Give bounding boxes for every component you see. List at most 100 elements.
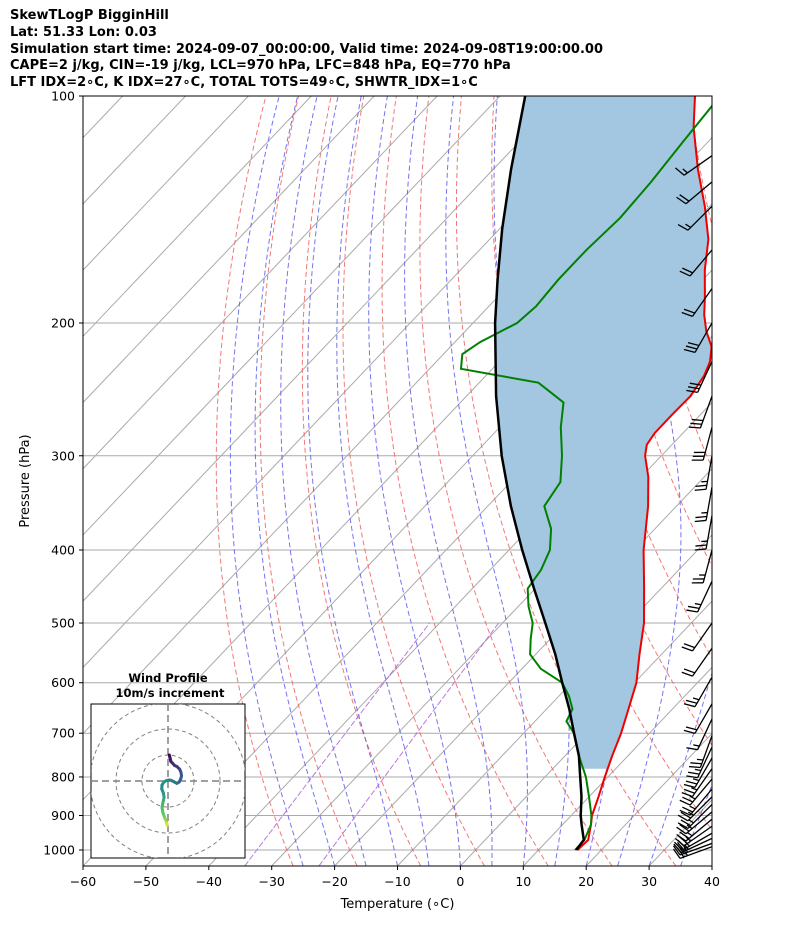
wind-barb (679, 788, 712, 816)
dry-adiabat (342, 96, 485, 866)
cape-fill (495, 96, 712, 769)
moist-adiabat (648, 671, 712, 866)
wind-barbs (672, 155, 712, 859)
wind-barb (676, 181, 712, 205)
y-tick-label: 300 (51, 448, 75, 463)
mixing-ratio-lines (244, 622, 500, 866)
wind-barb (691, 427, 712, 461)
y-tick-label: 500 (51, 616, 75, 631)
wind-barb (681, 622, 712, 652)
moist-adiabat (336, 96, 430, 866)
wind-barb (694, 455, 712, 491)
dry-adiabat (591, 96, 712, 568)
x-tick-label: −10 (384, 874, 410, 889)
y-tick-label: 400 (51, 542, 75, 557)
dry-adiabat (689, 96, 712, 228)
dry-adiabat (787, 96, 794, 866)
wind-barb (683, 757, 712, 789)
isotherm-line (522, 666, 712, 866)
dry-adiabat (722, 96, 794, 866)
moist-adiabat (254, 96, 336, 866)
x-tick-label: −30 (259, 874, 285, 889)
isotherm-line (585, 732, 712, 866)
y-tick-label: 1000 (43, 843, 75, 858)
dry-adiabat (215, 96, 294, 866)
isotherm-line (83, 96, 249, 271)
wind-barb (694, 486, 712, 523)
wind-barb (677, 205, 712, 231)
title-line-2: Lat: 51.33 Lon: 0.03 (10, 24, 157, 40)
dry-adiabat (381, 96, 549, 866)
wind-barb (676, 818, 712, 842)
temperature-line (576, 96, 712, 851)
wind-barb (677, 803, 712, 830)
mixing-ratio-line (318, 622, 500, 866)
profile-lines (459, 96, 712, 851)
x-axis-label: Temperature (∘C) (340, 897, 455, 912)
wind-barb (686, 580, 712, 613)
x-tick-label: 20 (578, 874, 594, 889)
moist-adiabat (229, 96, 304, 866)
isotherm-line (83, 96, 501, 536)
moist-adiabat (307, 96, 398, 866)
y-tick-label: 200 (51, 315, 75, 330)
isotherm-line (711, 865, 712, 866)
wind-barb (688, 735, 712, 769)
dry-adiabat (259, 96, 358, 866)
isotherm-line (83, 96, 375, 404)
x-tick-label: 10 (515, 874, 531, 889)
title-line-5: LFT IDX=2∘C, K IDX=27∘C, TOTAL TOTS=49∘C… (10, 75, 478, 91)
hodograph-title: Wind Profile (128, 671, 208, 685)
wind-barb (681, 288, 712, 317)
wind-barb (688, 395, 712, 429)
isotherm-line (397, 534, 712, 866)
title-line-3: Simulation start time: 2024-09-07_00:00:… (10, 41, 603, 57)
moist-adiabat (744, 96, 794, 866)
moist-adiabat (445, 96, 528, 866)
title-line-1: SkewTLogP BigginHill (10, 8, 169, 23)
y-tick-label: 800 (51, 769, 75, 784)
y-tick-label: 900 (51, 808, 75, 823)
hodograph-subtitle: 10m/s increment (116, 686, 225, 700)
wind-barb (674, 155, 712, 176)
y-tick-label: 600 (51, 675, 75, 690)
wind-barb (679, 249, 712, 277)
x-axis-ticks: −60 −50 −40 −30 −20 −10 0 10 20 30 40 (70, 866, 720, 889)
dry-adiabat (755, 96, 794, 866)
plot-area (83, 96, 794, 866)
moist-adiabat (280, 96, 367, 866)
x-tick-label: 40 (704, 874, 720, 889)
title-line-4: CAPE=2 j/kg, CIN=-19 j/kg, LCL=970 hPa, … (10, 58, 511, 74)
wind-barb (681, 768, 712, 798)
dry-adiabat (419, 96, 613, 866)
isotherm-line (334, 468, 712, 866)
isotherm-line (83, 96, 564, 602)
hodograph-trace (160, 753, 184, 827)
moist-adiabat (680, 783, 712, 866)
parcel-line (493, 96, 586, 851)
dry-adiabat (301, 96, 422, 866)
moist-adiabat (368, 96, 461, 866)
cape-area (495, 96, 712, 769)
wind-barb (683, 322, 712, 354)
x-tick-label: 0 (456, 874, 464, 889)
moist-adiabat (404, 96, 493, 866)
y-tick-label: 700 (51, 726, 75, 741)
wind-barb (686, 361, 712, 394)
wind-barb (686, 746, 712, 779)
y-tick-label: 100 (51, 89, 75, 104)
x-tick-label: 30 (641, 874, 657, 889)
x-tick-label: −60 (70, 874, 96, 889)
mixing-ratio-line (244, 622, 431, 866)
y-axis-ticks: 1000 900 800 700 600 500 400 300 200 100 (43, 89, 83, 858)
moist-adiabat (711, 864, 712, 866)
wind-barb (683, 703, 712, 734)
y-axis-label: Pressure (hPa) (18, 434, 33, 527)
wind-barb (676, 811, 712, 835)
x-tick-label: −20 (321, 874, 347, 889)
isotherm-line (83, 96, 438, 470)
x-tick-label: −40 (196, 874, 222, 889)
hodograph-inset: Wind Profile 10m/s increment (90, 671, 246, 859)
wind-barb (694, 515, 712, 551)
wind-barb (691, 549, 712, 584)
